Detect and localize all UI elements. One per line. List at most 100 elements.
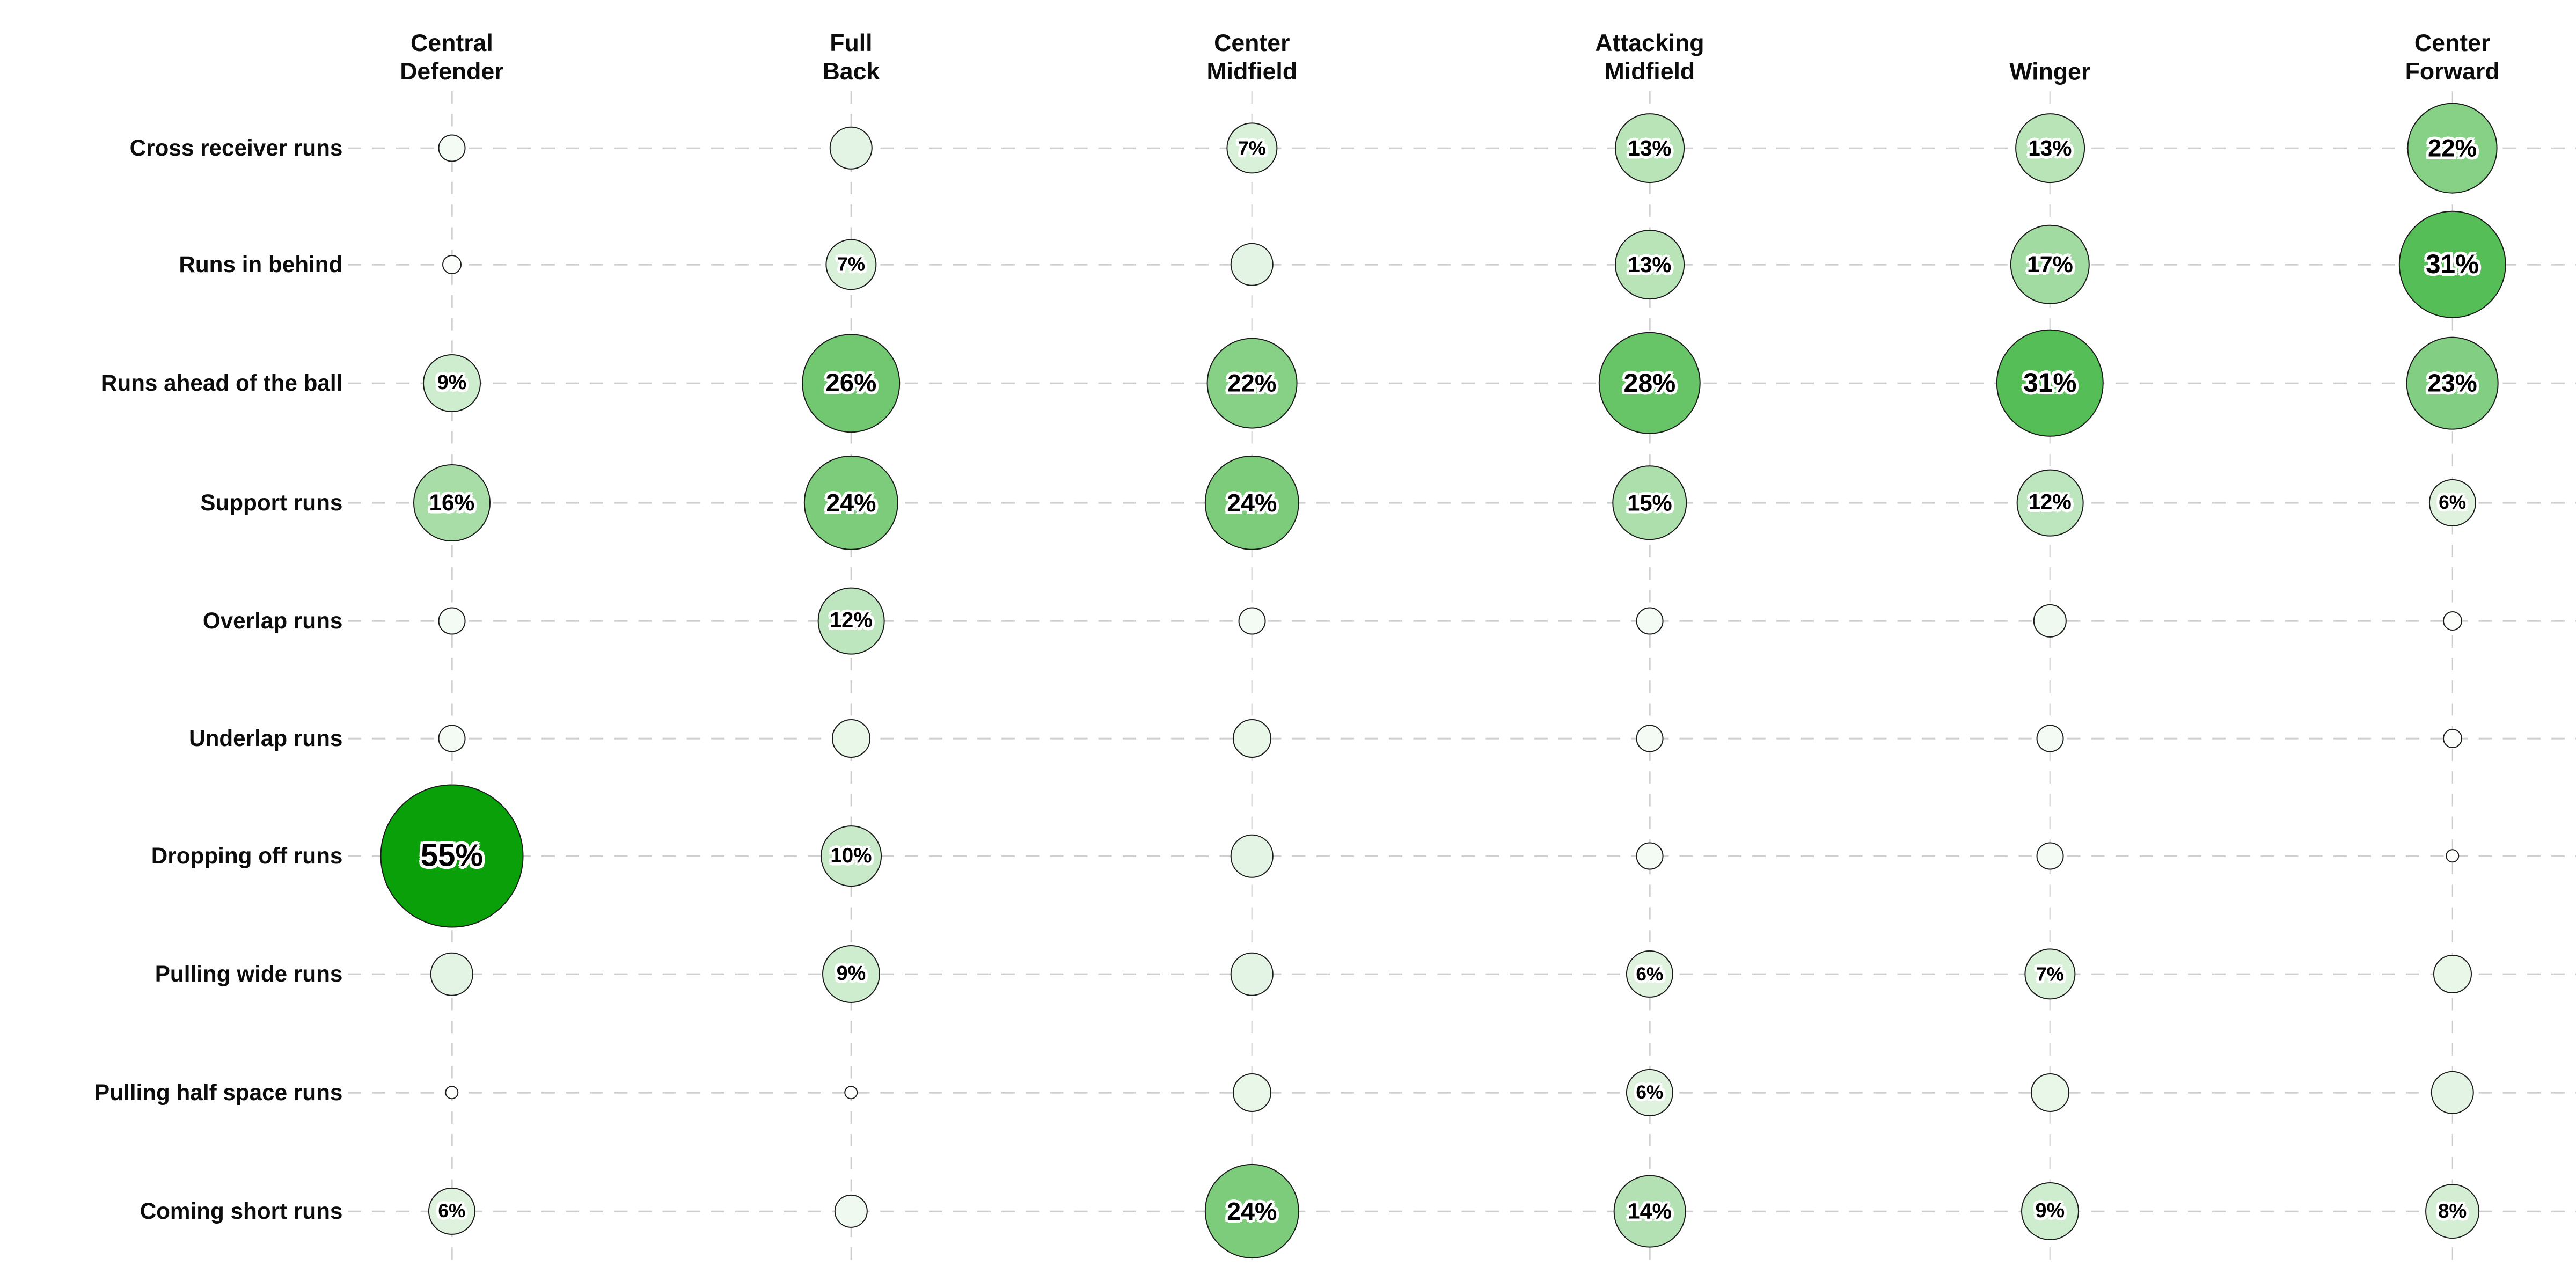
- bubble-winger-row1: 13%: [2015, 113, 2085, 183]
- bubble-winger-row8: 7%: [2024, 948, 2076, 1000]
- column-header-center-forward: Center Forward: [2405, 29, 2500, 86]
- bubble-center-forward-row9: [2431, 1071, 2474, 1115]
- horizontal-gridline: [348, 382, 2576, 384]
- bubble-central-defender-row2: [442, 254, 462, 274]
- bubble-winger-row6: [2036, 724, 2064, 752]
- row-label: Pulling wide runs: [155, 961, 343, 987]
- bubble-attacking-midfield-row6: [1636, 724, 1664, 752]
- bubble-winger-row9: [2030, 1073, 2069, 1112]
- bubble-value-label: 6%: [1636, 1082, 1664, 1103]
- column-header-line: Center: [2414, 30, 2491, 56]
- bubble-center-forward-row2: 31%: [2398, 210, 2506, 319]
- column-header-line: Full: [830, 30, 873, 56]
- bubble-full-back-row1: [829, 126, 873, 170]
- bubble-center-midfield-row5: [1238, 607, 1266, 635]
- bubble-central-defender-row8: [430, 952, 474, 996]
- bubble-full-back-row10: [834, 1194, 868, 1228]
- column-header-line: Midfield: [1604, 58, 1695, 85]
- bubble-value-label: 24%: [826, 488, 876, 517]
- bubble-attacking-midfield-row9: 6%: [1626, 1069, 1673, 1116]
- bubble-value-label: 16%: [429, 489, 475, 515]
- horizontal-gridline: [348, 264, 2576, 266]
- bubble-winger-row2: 17%: [2010, 224, 2090, 305]
- bubble-value-label: 15%: [1627, 490, 1672, 516]
- row-label: Cross receiver runs: [129, 135, 343, 160]
- column-header-line: Attacking: [1595, 30, 1704, 56]
- horizontal-gridline: [348, 855, 2576, 857]
- bubble-value-label: 13%: [1628, 252, 1672, 277]
- column-header-line: Forward: [2405, 58, 2500, 85]
- bubble-attacking-midfield-row4: 15%: [1612, 465, 1687, 540]
- bubble-value-label: 31%: [2023, 368, 2077, 398]
- bubble-central-defender-row1: [438, 134, 466, 162]
- bubble-center-forward-row6: [2442, 728, 2462, 748]
- bubble-center-midfield-row7: [1230, 834, 1274, 878]
- bubble-central-defender-row3: 9%: [422, 354, 481, 412]
- row-label: Pulling half space runs: [94, 1079, 343, 1105]
- column-header-winger: Winger: [2009, 57, 2090, 86]
- bubble-value-label: 6%: [2439, 492, 2467, 514]
- bubble-center-midfield-row8: [1230, 952, 1274, 996]
- bubble-full-back-row7: 10%: [820, 825, 882, 887]
- bubble-value-label: 13%: [2028, 135, 2072, 160]
- bubble-value-label: 28%: [1623, 368, 1676, 398]
- bubble-full-back-row9: [844, 1086, 858, 1100]
- bubble-full-back-row8: 9%: [822, 945, 880, 1004]
- vertical-gridline: [850, 91, 852, 1264]
- bubble-value-label: 6%: [438, 1201, 466, 1222]
- bubble-value-label: 10%: [830, 844, 872, 867]
- row-label: Dropping off runs: [151, 843, 343, 869]
- bubble-value-label: 31%: [2425, 249, 2479, 280]
- bubble-center-midfield-row9: [1232, 1073, 1271, 1112]
- column-header-attacking-midfield: Attacking Midfield: [1595, 29, 1704, 86]
- row-label: Support runs: [200, 489, 343, 515]
- bubble-winger-row7: [2036, 842, 2064, 870]
- vertical-gridline: [1251, 91, 1253, 1264]
- bubble-value-label: 14%: [1627, 1198, 1672, 1224]
- bubble-value-label: 55%: [420, 838, 484, 873]
- bubble-center-midfield-row1: 7%: [1226, 122, 1278, 174]
- bubble-winger-row10: 9%: [2021, 1182, 2079, 1240]
- bubble-winger-row4: 12%: [2016, 469, 2084, 537]
- horizontal-gridline: [348, 1210, 2576, 1212]
- bubble-center-forward-row8: [2433, 955, 2472, 994]
- bubble-full-back-row6: [831, 719, 870, 758]
- column-header-full-back: Full Back: [823, 29, 880, 86]
- bubble-value-label: 13%: [1628, 135, 1672, 160]
- bubble-center-midfield-row6: [1232, 719, 1271, 758]
- bubble-value-label: 12%: [829, 609, 873, 633]
- column-header-line: Central: [411, 30, 493, 56]
- bubble-value-label: 7%: [837, 253, 866, 275]
- bubble-central-defender-row9: [445, 1086, 459, 1100]
- bubble-center-midfield-row10: 24%: [1204, 1163, 1299, 1259]
- bubble-center-forward-row4: 6%: [2428, 479, 2476, 527]
- bubble-value-label: 9%: [437, 371, 467, 394]
- bubble-attacking-midfield-row3: 28%: [1598, 332, 1701, 435]
- bubble-value-label: 8%: [2438, 1199, 2467, 1223]
- bubble-value-label: 9%: [836, 962, 866, 985]
- horizontal-gridline: [348, 737, 2576, 740]
- bubble-center-forward-row10: 8%: [2425, 1184, 2480, 1239]
- bubble-value-label: 26%: [825, 369, 877, 398]
- vertical-gridline: [2451, 91, 2453, 1264]
- bubble-center-forward-row1: 22%: [2407, 103, 2498, 194]
- bubble-attacking-midfield-row1: 13%: [1615, 113, 1685, 183]
- bubble-value-label: 24%: [1227, 488, 1277, 517]
- horizontal-gridline: [348, 147, 2576, 149]
- bubble-attacking-midfield-row8: 6%: [1626, 950, 1673, 998]
- column-header-line: Back: [822, 58, 880, 85]
- row-label: Runs ahead of the ball: [100, 370, 343, 396]
- column-header-center-midfield: Center Midfield: [1207, 29, 1298, 86]
- column-header-line: Defender: [400, 58, 504, 85]
- column-header-central-defender: Central Defender: [400, 29, 503, 86]
- bubble-center-midfield-row2: [1230, 243, 1274, 287]
- bubble-full-back-row4: 24%: [803, 455, 899, 551]
- bubble-value-label: 23%: [2427, 369, 2477, 397]
- bubble-value-label: 22%: [1227, 369, 1277, 397]
- bubble-value-label: 9%: [2035, 1199, 2065, 1223]
- bubble-winger-row3: 31%: [1996, 329, 2104, 437]
- bubble-value-label: 6%: [1636, 963, 1664, 985]
- row-label: Runs in behind: [179, 251, 343, 277]
- vertical-gridline: [1649, 91, 1651, 1264]
